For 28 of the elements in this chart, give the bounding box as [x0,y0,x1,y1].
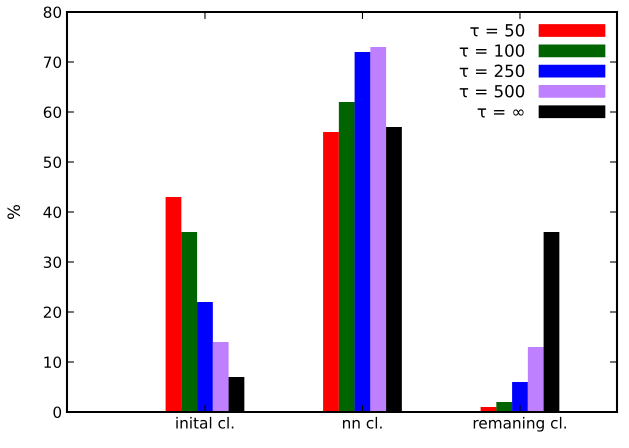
legend-label: τ = 250 [460,64,524,78]
y-tick-label: 30 [44,256,62,268]
bar [181,232,198,412]
bar [197,302,213,412]
y-tick-label: 80 [44,6,62,18]
y-tick-label: 70 [44,56,62,68]
legend-label: τ = 500 [460,84,524,98]
bar [512,382,528,412]
y-tick-label: 0 [53,406,62,418]
x-tick-label: nn cl. [343,416,382,429]
x-tick-label: remaning cl. [474,416,566,432]
bar [370,47,386,412]
legend-label: τ = 50 [470,24,524,37]
y-tick-label: 20 [44,306,62,318]
bar [166,197,182,412]
bar [528,347,544,412]
y-axis-title: % [7,205,20,219]
y-tick-label: 50 [44,156,62,168]
legend-label: τ = 100 [460,44,524,57]
x-tick-label: inital cl. [176,416,234,429]
y-tick-label: 60 [44,106,62,118]
bar [212,342,229,412]
bar [323,132,339,412]
legend-label: τ = ∞ [478,108,524,118]
y-tick-label: 40 [43,206,62,218]
y-tick-label: 10 [44,356,62,368]
bar [338,102,355,412]
bar [354,52,370,412]
